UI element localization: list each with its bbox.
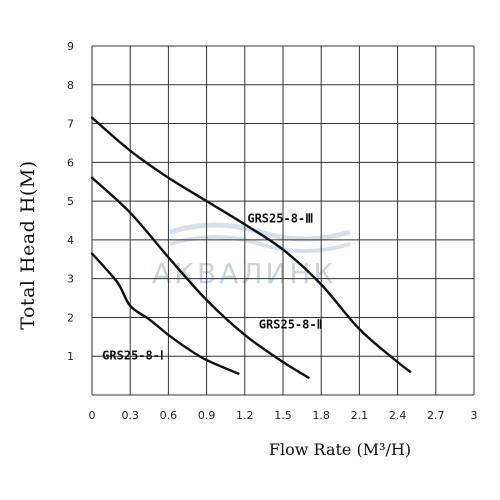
y-tick-label: 2 [67, 311, 74, 324]
y-tick-label: 4 [67, 234, 74, 247]
y-tick-label: 1 [67, 350, 74, 363]
series-line-1 [90, 116, 412, 373]
x-tick-label: 1.8 [312, 409, 330, 422]
x-tick-label: 1.5 [274, 409, 292, 422]
watermark: АКВАЛИНК [152, 222, 351, 290]
y-tick-label: 9 [67, 40, 74, 53]
y-tick-label: 6 [67, 156, 74, 169]
x-tick-label: 2.4 [389, 409, 407, 422]
x-tick-label: 0.9 [198, 409, 216, 422]
series-line-2 [90, 176, 310, 379]
y-tick-label: 8 [67, 79, 74, 92]
y-tick-label: 3 [67, 273, 74, 286]
x-tick-label: 0 [89, 409, 96, 422]
x-tick-label: 2.7 [427, 409, 445, 422]
series-label-1: GRS25-8-Ⅲ [247, 211, 313, 225]
x-tick-label: 2.1 [351, 409, 369, 422]
x-tick-label: 0.6 [160, 409, 178, 422]
y-axis-label: Total Head H(M) [17, 160, 39, 329]
y-tick-label: 5 [67, 195, 74, 208]
series-lines [90, 116, 412, 379]
x-axis-label: Flow Rate (M³/H) [269, 440, 411, 459]
x-tick-label: 0.3 [121, 409, 139, 422]
plot-grid [91, 45, 475, 396]
series-line-3 [90, 252, 240, 375]
y-tick-label: 7 [67, 118, 74, 131]
x-tick-label: 3 [471, 409, 478, 422]
series-label-3: GRS25-8-Ⅰ [102, 348, 163, 362]
watermark-wave-icon [169, 222, 351, 242]
y-tick-labels: 1 2 3 4 5 6 7 8 9 [67, 40, 74, 363]
x-tick-label: 1.2 [236, 409, 254, 422]
watermark-wave-icon [169, 235, 351, 253]
series-labels: GRS25-8-Ⅲ GRS25-8-Ⅱ GRS25-8-Ⅰ [102, 211, 322, 362]
series-label-2: GRS25-8-Ⅱ [259, 317, 323, 331]
x-tick-labels: 0 0.3 0.6 0.9 1.2 1.5 1.8 2.1 2.4 2.7 3 [89, 409, 478, 422]
